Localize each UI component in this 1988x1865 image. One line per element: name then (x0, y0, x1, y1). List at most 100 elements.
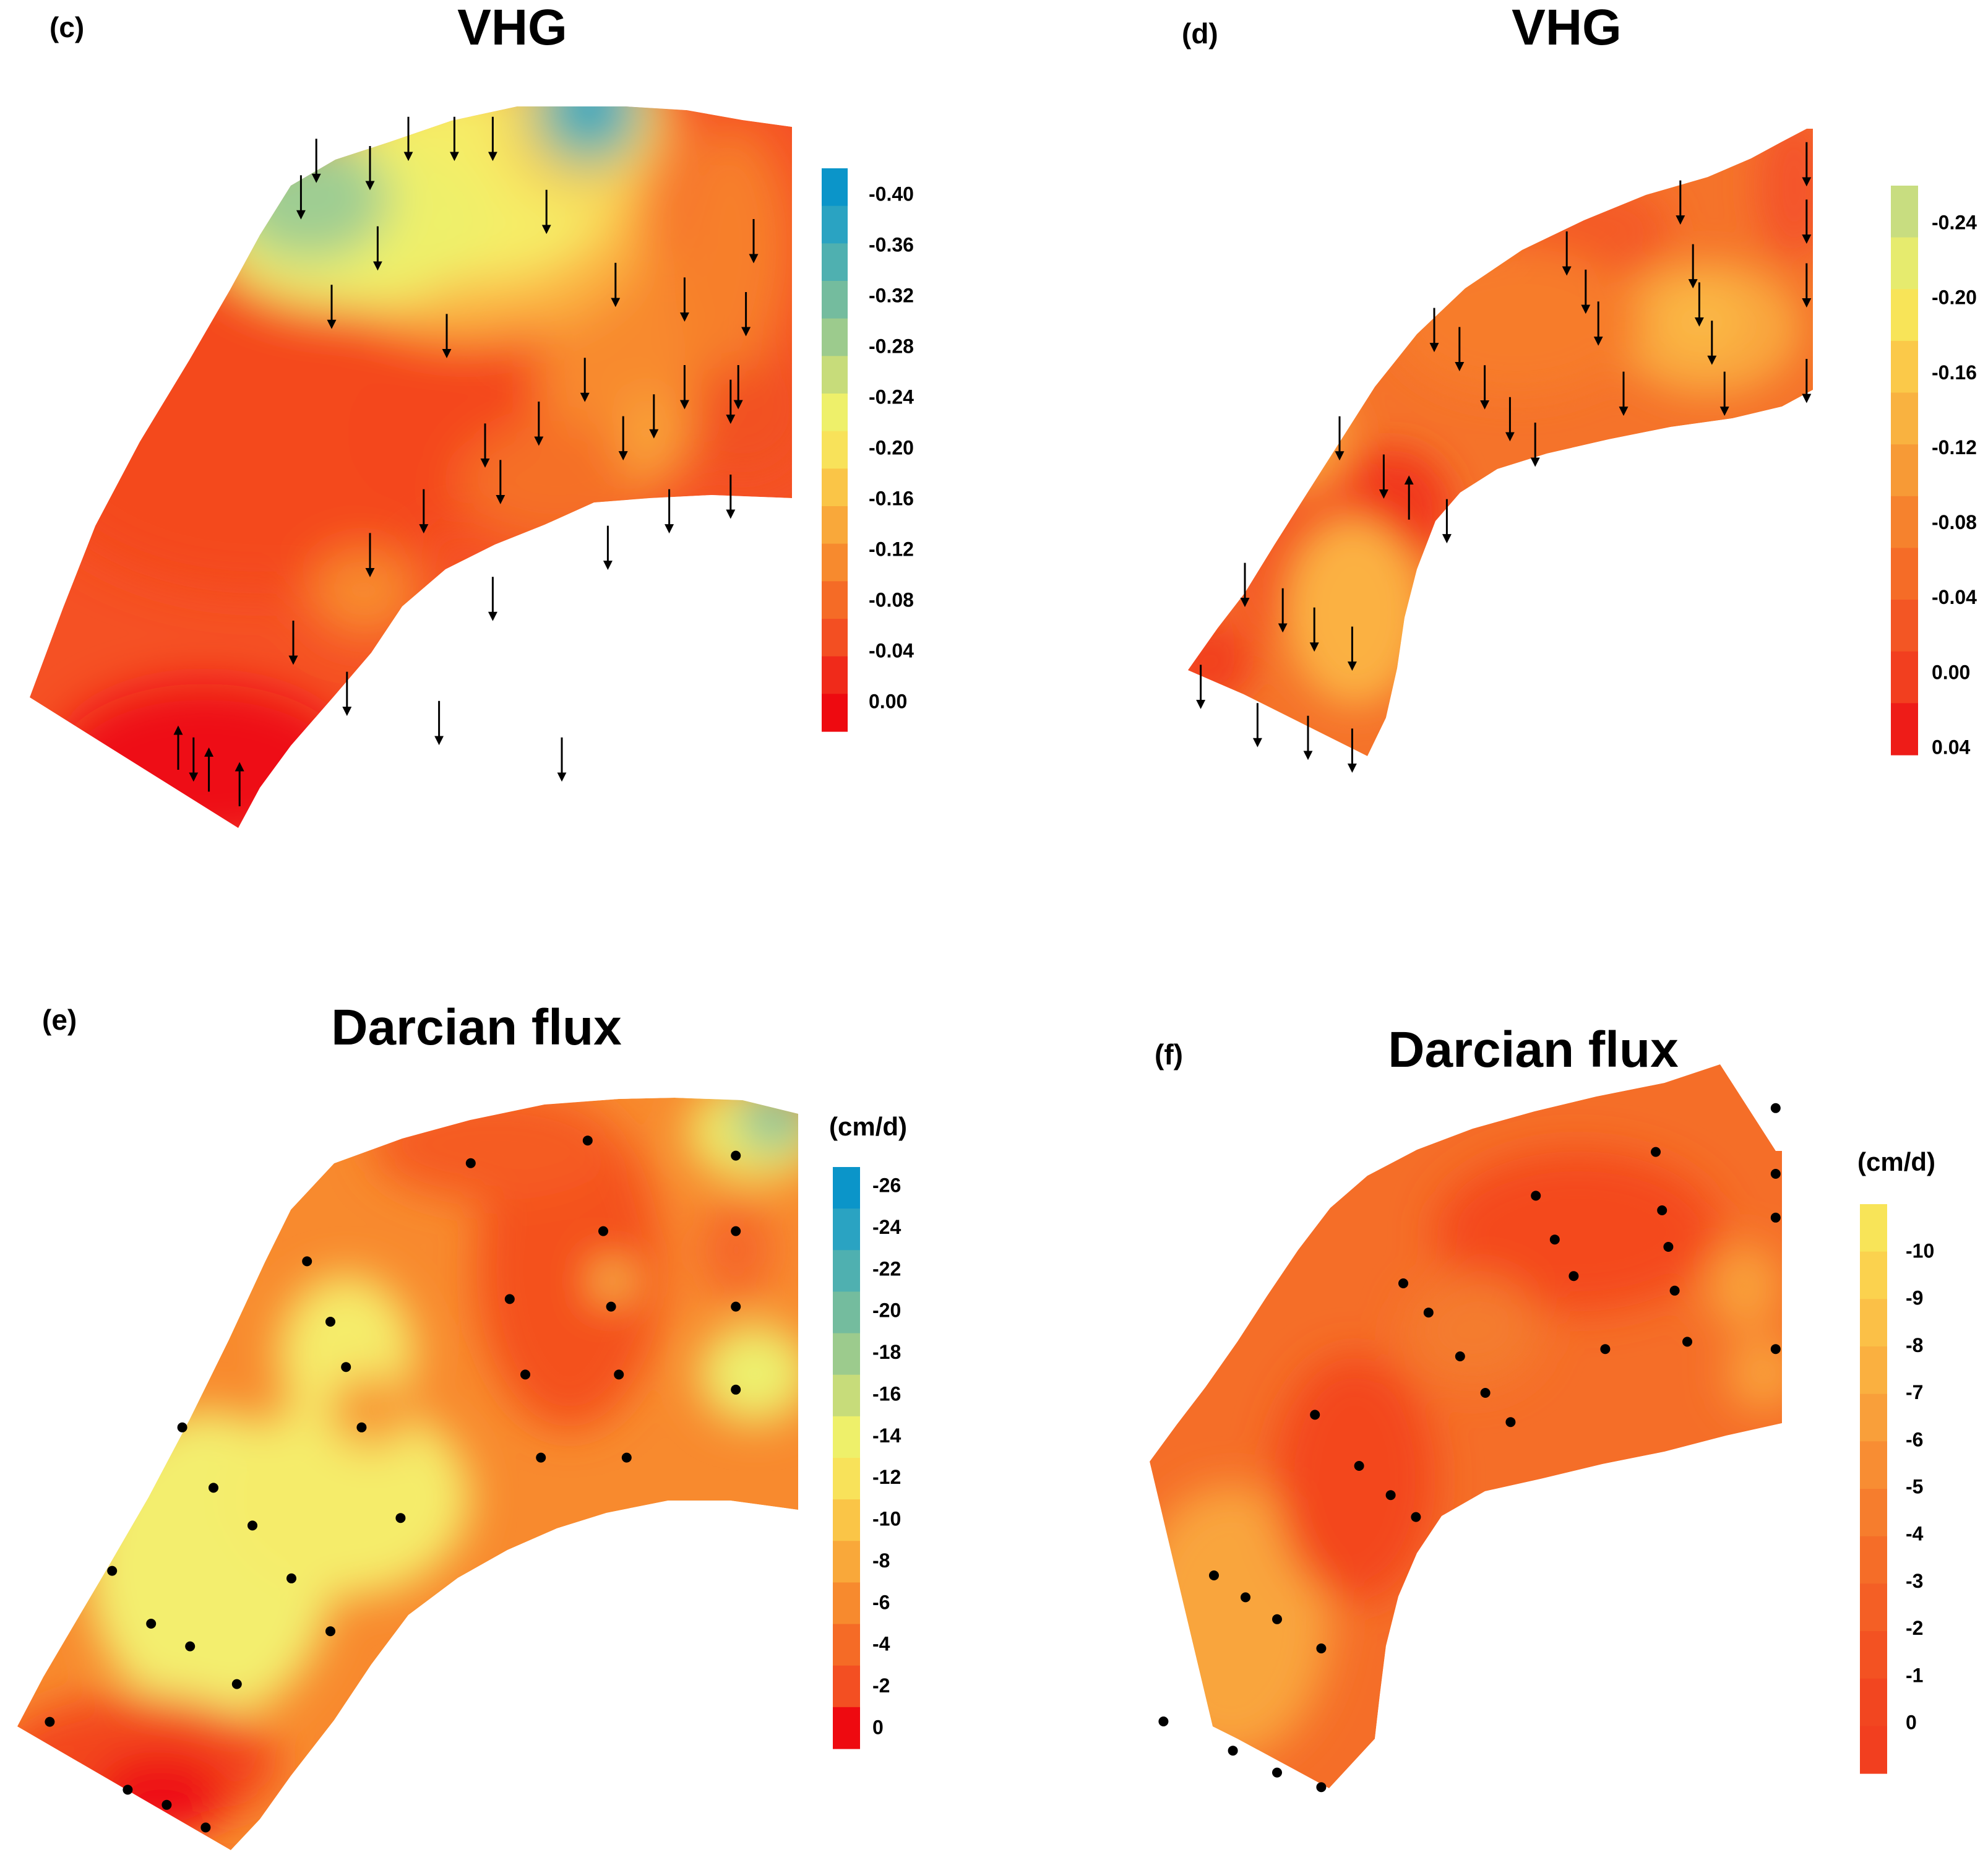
colorbar-swatch (822, 318, 848, 356)
colorbar-ticks-d: -0.24 -0.20 -0.16 -0.12 -0.08 -0.04 0.00 0.04 (1932, 211, 1977, 758)
colorbar-tick-label: -9 (1906, 1287, 1923, 1309)
panel-title-c: VHG (457, 0, 567, 56)
unit-label-e: (cm/d) (829, 1112, 907, 1141)
panel-e: (e) Darcian flux (cm/d) (17, 999, 907, 1850)
colorbar-swatch (822, 243, 848, 282)
colorbar-tick-label: -1 (1906, 1664, 1923, 1686)
sample-point (1480, 1388, 1491, 1398)
colorbar-swatch (822, 468, 848, 507)
colorbar-swatch (822, 506, 848, 545)
colorbar-tick-label: -5 (1906, 1475, 1923, 1497)
marker-layer-e (45, 1135, 741, 1833)
sample-point (123, 1785, 133, 1795)
colorbar-swatch (1891, 289, 1918, 342)
sample-point (1663, 1242, 1674, 1252)
sample-point (731, 1384, 741, 1395)
colorbar-tick-label: -0.36 (869, 233, 914, 256)
sample-point (582, 1135, 593, 1146)
colorbar-tick-label: -0.16 (869, 487, 914, 509)
colorbar-swatch (1891, 392, 1918, 445)
colorbar-d: -0.24 -0.20 -0.16 -0.12 -0.08 -0.04 0.00 0.04 (1891, 186, 1977, 758)
colorbar-swatch (1860, 1583, 1887, 1632)
sample-point (1770, 1344, 1781, 1355)
panel-title-f: Darcian flux (1388, 1022, 1678, 1078)
colorbar-swatch (1891, 186, 1918, 238)
colorbar-tick-label: -0.08 (1932, 511, 1977, 533)
colorbar-tick-label: -0.08 (869, 588, 914, 611)
colorbar-swatch (822, 431, 848, 469)
colorbar-ticks-c: -0.40 -0.36 -0.32 -0.28 -0.24 -0.20 -0.16 -0.12… (869, 183, 914, 712)
colorbar-swatch (822, 356, 848, 394)
colorbar-swatches-d (1891, 186, 1918, 756)
sample-point (1398, 1278, 1408, 1288)
sample-point (341, 1362, 351, 1372)
colorbar-swatch (1891, 496, 1918, 549)
colorbar-swatch (822, 168, 848, 207)
colorbar-tick-label: -16 (872, 1382, 901, 1405)
sample-point (286, 1573, 296, 1583)
colorbar-e: -26-24-22-20-18-16-14-12-10-8-6-4-20 (833, 1167, 901, 1749)
panel-label-e: (e) (42, 1004, 77, 1036)
colorbar-swatch (1891, 600, 1918, 652)
colorbar-swatch (1891, 548, 1918, 600)
sample-point (731, 1226, 741, 1236)
panel-d: (d) VHG -0.24 -0.20 -0.16 -0.12 -0.08 -0.04 0.… (1182, 0, 1977, 773)
sample-point (598, 1226, 608, 1236)
sample-point (536, 1452, 546, 1463)
colorbar-tick-label: -0.04 (869, 639, 914, 661)
sample-point (1158, 1716, 1169, 1726)
colorbar-tick-label: -0.28 (869, 335, 914, 357)
colorbar-tick-label: -0.20 (869, 436, 914, 459)
colorbar-tick-label: -0.16 (1932, 361, 1977, 384)
sample-point (209, 1483, 218, 1493)
sample-point (185, 1641, 196, 1652)
sample-point (731, 1150, 741, 1161)
colorbar-tick-label: 0 (872, 1716, 884, 1738)
colorbar-swatch (833, 1374, 860, 1417)
colorbar-tick-label: -0.12 (869, 538, 914, 560)
sample-point (1241, 1592, 1250, 1603)
colorbar-tick-label: -8 (1906, 1334, 1923, 1356)
sample-point (200, 1822, 211, 1833)
sample-point (146, 1619, 157, 1629)
colorbar-tick-label: -14 (872, 1424, 901, 1447)
sample-point (45, 1716, 55, 1727)
sample-point (302, 1256, 312, 1267)
sample-point (1770, 1103, 1781, 1113)
colorbar-tick-label: -10 (1906, 1239, 1934, 1262)
sample-point (1531, 1191, 1541, 1201)
sample-point (1354, 1461, 1364, 1471)
colorbar-tick-label: -3 (1906, 1570, 1923, 1592)
sample-point (504, 1294, 515, 1304)
sample-point (1770, 1169, 1781, 1179)
panel-c: (c) VHG (30, 0, 914, 828)
sample-point (1600, 1344, 1611, 1355)
sample-point (1272, 1767, 1282, 1778)
colorbar-swatch (1860, 1726, 1887, 1774)
colorbar-swatch (833, 1624, 860, 1666)
colorbar-tick-label: -0.12 (1932, 436, 1977, 459)
colorbar-swatch (1891, 444, 1918, 497)
marker-layer-d (1196, 142, 1812, 773)
colorbar-swatch (1860, 1631, 1887, 1679)
sample-point (1411, 1512, 1421, 1522)
colorbar-tick-label: -4 (872, 1633, 890, 1655)
colorbar-swatch (1891, 703, 1918, 756)
sample-point (325, 1626, 335, 1637)
colorbar-tick-label: -6 (872, 1591, 890, 1613)
colorbar-swatch (833, 1665, 860, 1708)
colorbar-swatch (833, 1333, 860, 1376)
colorbar-f: -10-9-8-7-6-5-4-3-2-10 (1860, 1204, 1934, 1774)
colorbar-swatch (822, 656, 848, 694)
sample-point (1423, 1307, 1434, 1318)
colorbar-swatch (1891, 237, 1918, 290)
colorbar-tick-label: -2 (872, 1674, 890, 1697)
colorbar-tick-label: -6 (1906, 1428, 1923, 1450)
sample-point (520, 1369, 530, 1380)
sample-point (465, 1158, 476, 1168)
colorbar-tick-label: -12 (872, 1466, 901, 1488)
sample-point (614, 1369, 624, 1380)
colorbar-swatch (1860, 1489, 1887, 1537)
colorbar-swatch (833, 1707, 860, 1749)
